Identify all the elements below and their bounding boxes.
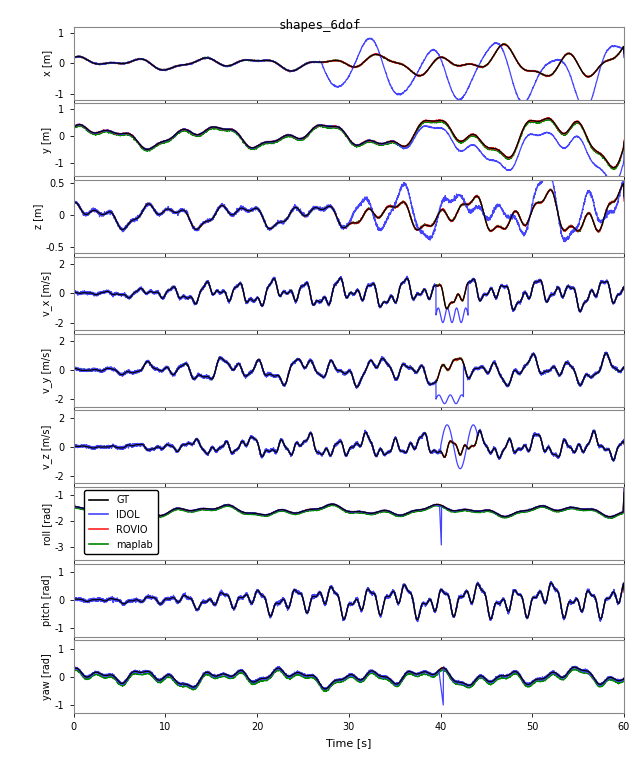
GT [616, 509, 623, 518]
IDOL [316, 504, 324, 513]
maplab [607, 513, 614, 523]
Line: ROVIO: ROVIO [74, 481, 624, 517]
IDOL [200, 504, 208, 513]
Y-axis label: v_z [m/s]: v_z [m/s] [41, 424, 52, 469]
maplab [200, 505, 208, 514]
GT [198, 504, 205, 513]
Y-axis label: x [m]: x [m] [42, 50, 52, 76]
IDOL [438, 540, 445, 549]
Y-axis label: y [m]: y [m] [42, 127, 52, 153]
ROVIO [620, 481, 628, 490]
Line: maplab: maplab [74, 479, 624, 518]
X-axis label: Time [s]: Time [s] [326, 738, 371, 748]
ROVIO [204, 504, 211, 513]
Y-axis label: v_y [m/s]: v_y [m/s] [41, 347, 52, 393]
Y-axis label: z [m]: z [m] [33, 204, 43, 230]
ROVIO [277, 505, 285, 514]
IDOL [620, 481, 628, 490]
maplab [198, 505, 205, 514]
GT [204, 504, 211, 513]
GT [620, 488, 628, 497]
IDOL [616, 508, 623, 517]
Y-axis label: yaw [rad]: yaw [rad] [42, 653, 52, 700]
maplab [70, 475, 77, 484]
Line: IDOL: IDOL [74, 481, 624, 545]
Y-axis label: roll [rad]: roll [rad] [42, 502, 52, 545]
GT [277, 505, 285, 514]
maplab [316, 505, 324, 514]
IDOL [70, 477, 77, 486]
maplab [616, 510, 623, 519]
GT [316, 504, 324, 513]
ROVIO [200, 504, 208, 513]
ROVIO [605, 512, 612, 521]
IDOL [277, 505, 285, 514]
maplab [277, 507, 285, 516]
GT [200, 504, 208, 513]
ROVIO [316, 504, 324, 513]
IDOL [198, 504, 205, 513]
Y-axis label: pitch [rad]: pitch [rad] [42, 575, 52, 626]
Legend: GT, IDOL, ROVIO, maplab: GT, IDOL, ROVIO, maplab [84, 490, 157, 555]
IDOL [204, 504, 211, 513]
ROVIO [70, 477, 77, 486]
Text: shapes_6dof: shapes_6dof [279, 19, 361, 32]
maplab [620, 485, 628, 494]
maplab [204, 506, 211, 515]
Line: GT: GT [74, 488, 624, 517]
GT [606, 512, 614, 521]
ROVIO [616, 509, 623, 518]
ROVIO [198, 504, 205, 513]
Y-axis label: v_x [m/s]: v_x [m/s] [41, 271, 52, 316]
GT [70, 483, 77, 492]
